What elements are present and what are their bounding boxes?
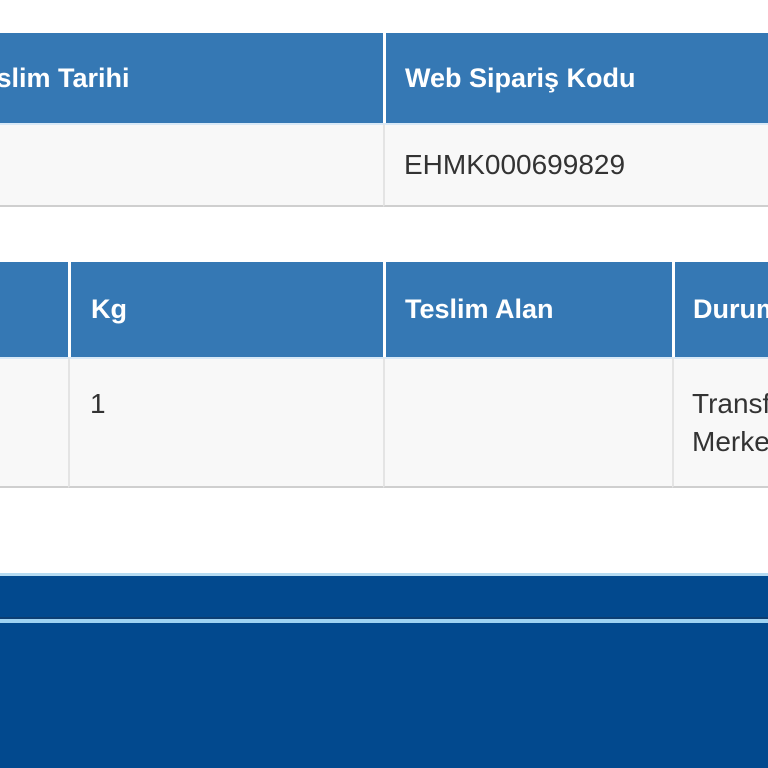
footer-divider-dark-line <box>0 617 768 619</box>
col-header-teslim-alan: Teslim Alan <box>383 262 672 357</box>
cell-durum: Transfer Merkezinde <box>672 357 768 488</box>
status-line-2: Merkezinde <box>692 426 768 457</box>
footer-top-highlight-line <box>0 573 768 576</box>
order-data-row: EHMK000699829 <box>0 123 768 207</box>
order-info-table: Teslim Tarihi Web Sipariş Kodu EHMK00069… <box>0 33 768 207</box>
col-header-web-siparis-kodu: Web Sipariş Kodu <box>383 33 768 123</box>
col-header-durum: Durum <box>672 262 768 357</box>
order-info-table-header: Teslim Tarihi Web Sipariş Kodu <box>0 33 768 123</box>
shipment-header-row: Kg Teslim Alan Durum <box>0 262 768 357</box>
status-line-1: Transfer <box>692 388 768 419</box>
col-header-teslim-tarihi: Teslim Tarihi <box>0 33 383 123</box>
footer-divider-light-line <box>0 619 768 623</box>
footer <box>0 573 768 768</box>
shipment-data-row: 1 Transfer Merkezinde <box>0 357 768 488</box>
cell-offscreen <box>0 357 68 488</box>
cell-teslim-tarihi <box>0 123 383 207</box>
order-header-row: Teslim Tarihi Web Sipariş Kodu <box>0 33 768 123</box>
shipment-table-header: Kg Teslim Alan Durum <box>0 262 768 357</box>
cell-teslim-alan <box>383 357 672 488</box>
col-header-offscreen <box>0 262 68 357</box>
shipment-table: Kg Teslim Alan Durum 1 Transfer Merkezin… <box>0 262 768 488</box>
cell-kg: 1 <box>68 357 383 488</box>
cell-web-siparis-kodu: EHMK000699829 <box>383 123 768 207</box>
col-header-kg: Kg <box>68 262 383 357</box>
